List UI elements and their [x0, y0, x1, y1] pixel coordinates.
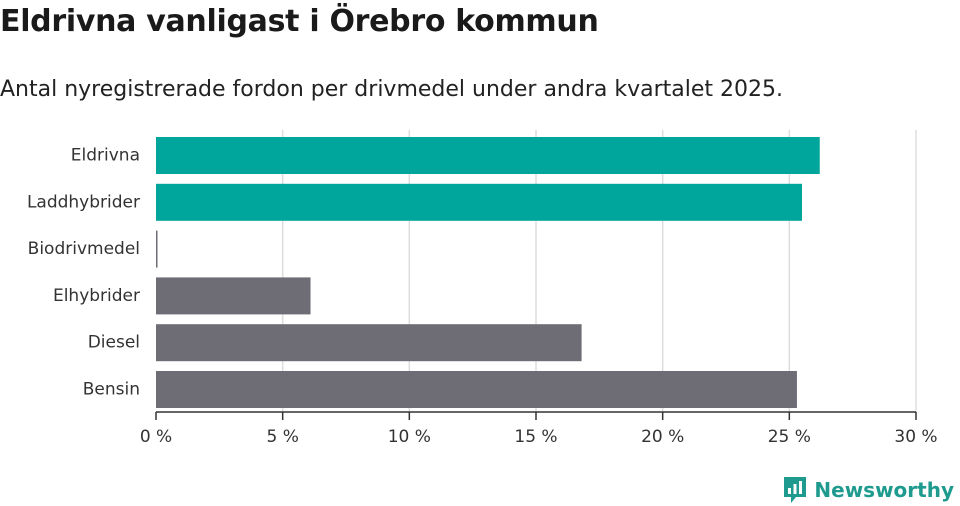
bar-4: [156, 324, 582, 362]
brand-logo: Newsworthy: [782, 474, 954, 506]
category-label-3: Elhybrider: [53, 286, 140, 306]
bar-3: [156, 277, 311, 315]
x-tick-label-4: 20 %: [641, 427, 684, 447]
category-label-5: Bensin: [83, 380, 140, 400]
x-tick-label-3: 15 %: [514, 427, 557, 447]
category-label-1: Laddhybrider: [27, 192, 140, 212]
bar-2: [156, 230, 158, 268]
x-tick-label-0: 0 %: [140, 427, 172, 447]
bar-5: [156, 371, 797, 408]
chart-subtitle: Antal nyregistrerade fordon per drivmede…: [0, 77, 783, 102]
bar-1: [156, 183, 802, 221]
category-label-4: Diesel: [88, 333, 140, 353]
x-tick-label-6: 30 %: [894, 427, 937, 447]
category-label-0: Eldrivna: [71, 146, 140, 166]
newsworthy-logo-icon: [784, 477, 807, 503]
x-tick-label-1: 5 %: [266, 427, 298, 447]
x-tick-label-2: 10 %: [388, 427, 431, 447]
bar-0: [156, 137, 820, 174]
category-label-2: Biodrivmedel: [28, 239, 140, 259]
brand-name: Newsworthy: [814, 478, 954, 502]
chart-title: Eldrivna vanligast i Örebro kommun: [0, 4, 599, 39]
x-tick-label-5: 25 %: [768, 427, 811, 447]
